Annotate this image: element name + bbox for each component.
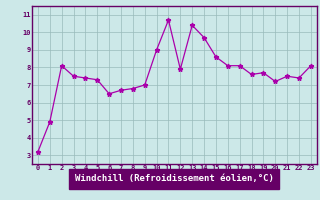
X-axis label: Windchill (Refroidissement éolien,°C): Windchill (Refroidissement éolien,°C) [75, 174, 274, 183]
